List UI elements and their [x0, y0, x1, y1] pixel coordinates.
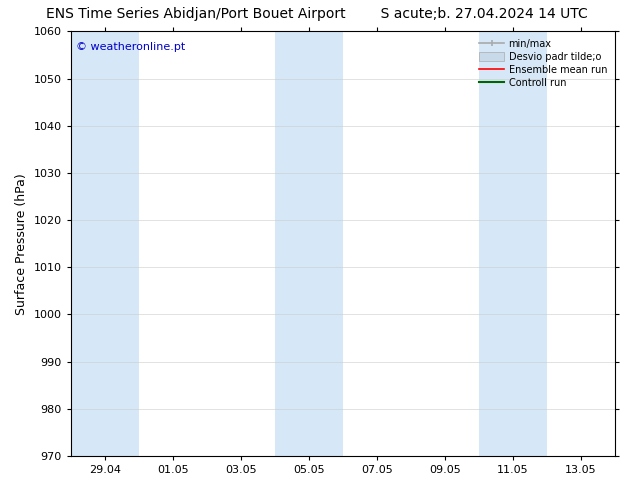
- Y-axis label: Surface Pressure (hPa): Surface Pressure (hPa): [15, 173, 28, 315]
- Text: © weatheronline.pt: © weatheronline.pt: [76, 42, 185, 52]
- Text: ENS Time Series Abidjan/Port Bouet Airport        S acute;b. 27.04.2024 14 UTC: ENS Time Series Abidjan/Port Bouet Airpo…: [46, 7, 588, 22]
- Bar: [479, 31, 547, 456]
- Bar: [71, 31, 139, 456]
- Bar: [275, 31, 343, 456]
- Legend: min/max, Desvio padr tilde;o, Ensemble mean run, Controll run: min/max, Desvio padr tilde;o, Ensemble m…: [477, 36, 610, 91]
